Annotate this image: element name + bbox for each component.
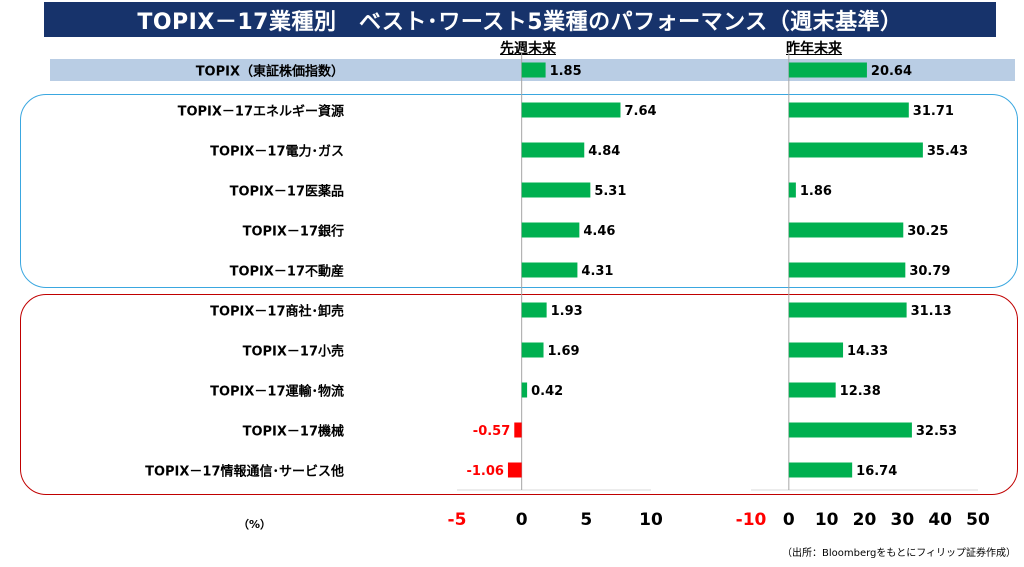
x-tick-label: -5 [448, 510, 467, 530]
source-note: （出所：Bloombergをもとにフィリップ証券作成） [782, 548, 1016, 559]
category-label: TOPIX－17医薬品 [229, 184, 344, 200]
data-label: 5.31 [594, 184, 626, 199]
bar [521, 382, 528, 398]
x-tick-label: 5 [580, 510, 592, 530]
data-label: 0.42 [531, 384, 563, 399]
category-label: TOPIX－17機械 [242, 424, 344, 440]
bar [788, 382, 836, 398]
worst-5-group-frame [20, 294, 1018, 495]
category-label: TOPIX－17電力･ガス [210, 144, 344, 160]
bar [521, 342, 544, 358]
bar [788, 342, 844, 358]
data-label: 30.25 [907, 224, 948, 239]
bar [788, 262, 906, 278]
data-label: 16.74 [856, 464, 897, 479]
category-label: TOPIX－17銀行 [242, 224, 344, 240]
bar [788, 62, 867, 78]
data-label: 12.38 [840, 384, 881, 399]
bar [521, 182, 591, 198]
data-label: 4.31 [581, 264, 613, 279]
data-label: 1.69 [548, 344, 580, 359]
data-label: -0.57 [473, 424, 510, 439]
data-label: 1.85 [550, 64, 582, 79]
bar [788, 142, 923, 158]
data-label: 1.86 [800, 184, 832, 199]
category-label: TOPIX－17小売 [242, 344, 344, 360]
bar [521, 262, 578, 278]
bar [788, 102, 909, 118]
data-label: 20.64 [871, 64, 912, 79]
bar [521, 142, 585, 158]
data-label: 14.33 [847, 344, 888, 359]
bar [788, 222, 904, 238]
x-tick-label: 50 [966, 510, 990, 530]
category-label: TOPIX（東証株価指数） [195, 64, 344, 80]
unit-label: （%） [238, 518, 272, 531]
data-label: 1.93 [551, 304, 583, 319]
category-label: TOPIX－17運輸･物流 [210, 384, 344, 400]
category-label: TOPIX－17商社･卸売 [210, 304, 344, 320]
bar [521, 62, 546, 78]
chart-title: TOPIX－17業種別 ベスト･ワースト5業種のパフォーマンス（週末基準） [44, 2, 996, 37]
bar [521, 102, 621, 118]
bar [788, 182, 796, 198]
x-tick-label: 0 [516, 510, 528, 530]
bar [788, 462, 853, 478]
bar [514, 422, 522, 438]
panel-title-week: 先週末来 [500, 41, 556, 57]
best-5-group-frame [20, 94, 1018, 288]
bar [521, 222, 580, 238]
bar [507, 462, 522, 478]
bar [521, 302, 547, 318]
data-label: 31.13 [911, 304, 952, 319]
x-tick-label: 40 [928, 510, 952, 530]
data-label: 4.84 [588, 144, 620, 159]
x-tick-label: -10 [736, 510, 767, 530]
data-label: 35.43 [927, 144, 968, 159]
x-tick-label: 30 [890, 510, 914, 530]
data-label: 32.53 [916, 424, 957, 439]
data-label: 31.71 [913, 104, 954, 119]
category-label: TOPIX－17情報通信･サービス他 [145, 464, 344, 480]
x-tick-label: 20 [853, 510, 877, 530]
category-label: TOPIX－17不動産 [229, 264, 344, 280]
bar [788, 422, 912, 438]
x-tick-label: 0 [783, 510, 795, 530]
data-label: 30.79 [909, 264, 950, 279]
data-label: -1.06 [466, 464, 503, 479]
data-label: 4.46 [583, 224, 615, 239]
x-tick-label: 10 [639, 510, 663, 530]
data-label: 7.64 [624, 104, 656, 119]
x-tick-label: 10 [815, 510, 839, 530]
panel-title-ytd: 昨年末来 [786, 41, 842, 57]
category-label: TOPIX－17エネルギー資源 [177, 104, 344, 120]
bar [788, 302, 907, 318]
